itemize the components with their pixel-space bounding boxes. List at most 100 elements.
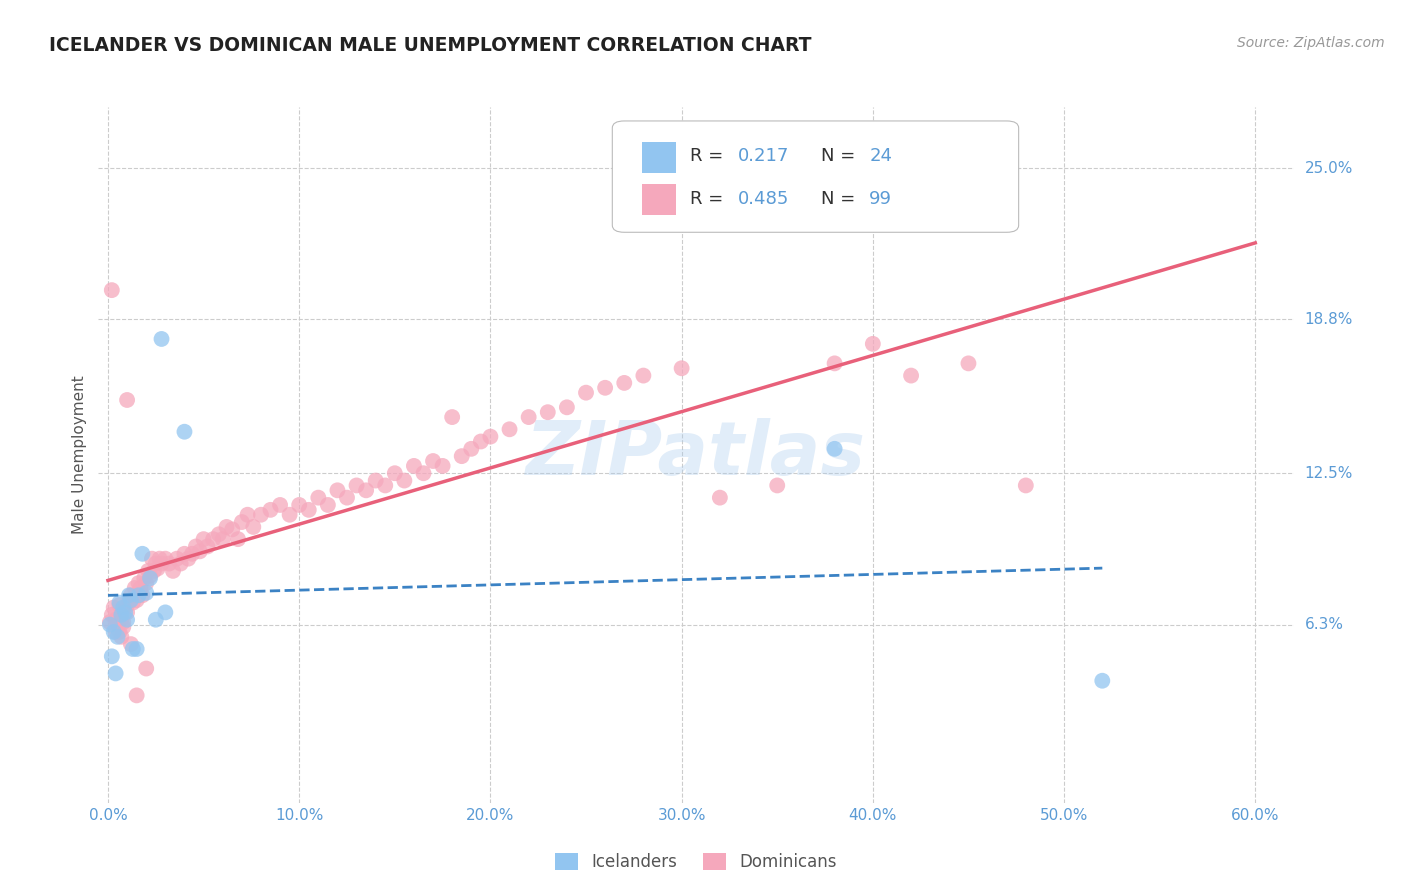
- Point: [432, 458, 454, 473]
- Point: [326, 483, 349, 498]
- Point: [121, 596, 143, 610]
- Point: [110, 607, 132, 622]
- Point: [124, 581, 146, 595]
- Point: [150, 557, 173, 571]
- Point: [900, 368, 922, 383]
- Point: [709, 491, 731, 505]
- Point: [125, 642, 148, 657]
- Point: [450, 449, 472, 463]
- Point: [107, 617, 129, 632]
- Point: [115, 613, 138, 627]
- Point: [101, 607, 124, 622]
- Point: [120, 637, 142, 651]
- Text: R =: R =: [690, 190, 728, 208]
- Point: [197, 540, 219, 554]
- Text: Source: ZipAtlas.com: Source: ZipAtlas.com: [1237, 36, 1385, 50]
- Point: [146, 561, 169, 575]
- Text: 18.8%: 18.8%: [1305, 312, 1353, 327]
- Point: [633, 368, 655, 383]
- Point: [110, 613, 132, 627]
- Point: [120, 588, 142, 602]
- Point: [766, 478, 789, 492]
- Point: [269, 498, 291, 512]
- Point: [135, 576, 157, 591]
- Point: [104, 613, 127, 627]
- Point: [125, 593, 148, 607]
- Point: [671, 361, 693, 376]
- Point: [441, 410, 464, 425]
- Point: [162, 564, 184, 578]
- Point: [108, 596, 131, 610]
- Point: [118, 588, 141, 602]
- Point: [422, 454, 444, 468]
- Point: [135, 586, 157, 600]
- Point: [613, 376, 636, 390]
- Point: [135, 661, 157, 675]
- Point: [173, 425, 195, 439]
- Point: [118, 596, 141, 610]
- Point: [108, 598, 131, 612]
- Point: [98, 617, 121, 632]
- Point: [384, 467, 406, 481]
- Point: [824, 356, 846, 370]
- Point: [412, 467, 434, 481]
- Point: [211, 532, 233, 546]
- Point: [110, 630, 132, 644]
- Point: [139, 568, 162, 582]
- Point: [460, 442, 482, 456]
- Point: [364, 474, 387, 488]
- Point: [155, 606, 177, 620]
- Point: [114, 600, 136, 615]
- Text: N =: N =: [821, 147, 862, 165]
- Point: [139, 571, 162, 585]
- Point: [155, 551, 177, 566]
- Point: [115, 392, 138, 407]
- Text: 12.5%: 12.5%: [1305, 466, 1353, 481]
- Point: [354, 483, 377, 498]
- FancyBboxPatch shape: [643, 184, 676, 215]
- Text: 99: 99: [869, 190, 893, 208]
- Point: [307, 491, 329, 505]
- Point: [250, 508, 273, 522]
- Point: [145, 557, 167, 571]
- Point: [145, 613, 167, 627]
- Point: [141, 551, 163, 566]
- Point: [128, 588, 150, 602]
- Point: [231, 515, 253, 529]
- Point: [177, 551, 200, 566]
- Point: [188, 544, 211, 558]
- Point: [103, 600, 125, 615]
- Point: [278, 508, 301, 522]
- Point: [120, 593, 142, 607]
- Point: [208, 527, 231, 541]
- FancyBboxPatch shape: [643, 142, 676, 173]
- Text: ICELANDER VS DOMINICAN MALE UNEMPLOYMENT CORRELATION CHART: ICELANDER VS DOMINICAN MALE UNEMPLOYMENT…: [49, 36, 811, 54]
- Point: [957, 356, 980, 370]
- Point: [112, 600, 135, 615]
- Point: [193, 532, 215, 546]
- Text: 24: 24: [869, 147, 893, 165]
- Y-axis label: Male Unemployment: Male Unemployment: [72, 376, 87, 534]
- Point: [259, 503, 281, 517]
- Point: [104, 624, 127, 639]
- Point: [316, 498, 339, 512]
- Point: [824, 442, 846, 456]
- Point: [103, 624, 125, 639]
- Point: [98, 615, 121, 629]
- Text: 6.3%: 6.3%: [1305, 617, 1344, 632]
- Text: ZIPatlas: ZIPatlas: [526, 418, 866, 491]
- Point: [112, 620, 135, 634]
- Point: [108, 624, 131, 639]
- Point: [107, 630, 129, 644]
- Point: [121, 642, 143, 657]
- Point: [157, 557, 180, 571]
- FancyBboxPatch shape: [612, 121, 1018, 232]
- Point: [498, 422, 520, 436]
- Text: N =: N =: [821, 190, 862, 208]
- Point: [288, 498, 311, 512]
- Point: [537, 405, 560, 419]
- Point: [131, 547, 153, 561]
- Point: [470, 434, 492, 449]
- Point: [166, 551, 188, 566]
- Point: [101, 649, 124, 664]
